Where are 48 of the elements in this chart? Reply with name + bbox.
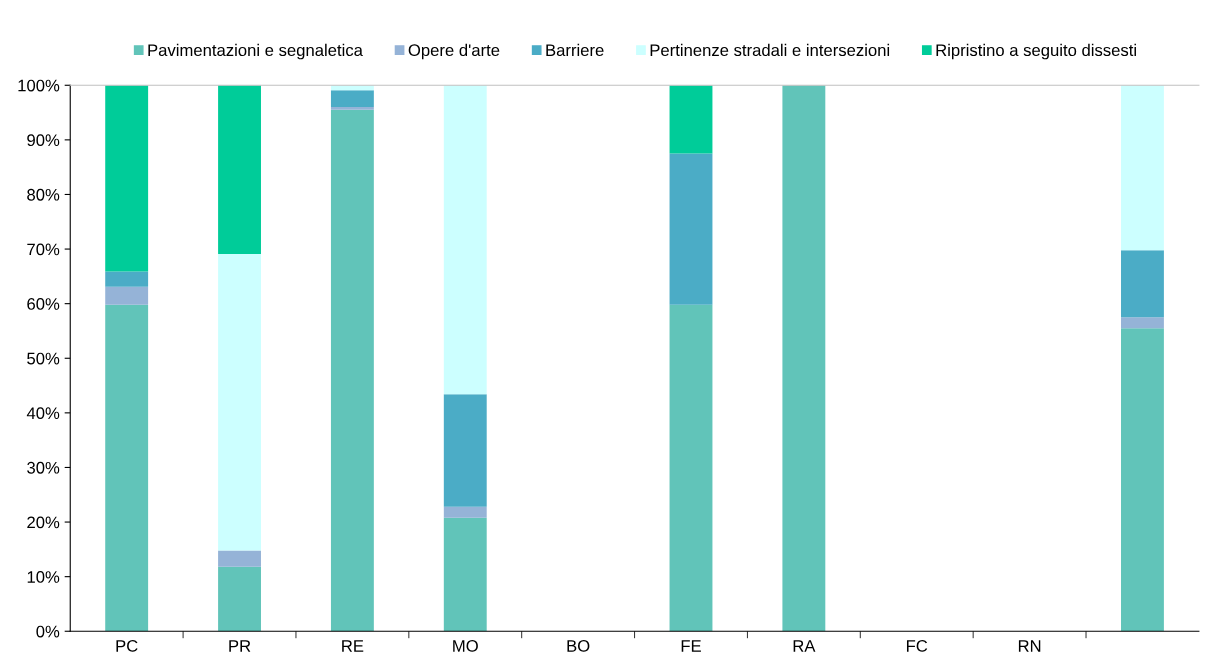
bar <box>1121 328 1164 632</box>
legend-label: Pavimentazioni e segnaletica <box>148 43 363 60</box>
bar <box>443 506 487 518</box>
legend-label: Barriere <box>546 43 604 57</box>
x-tick-label: RA <box>793 640 816 652</box>
x-tick-label: RN <box>1018 640 1041 652</box>
x-tick-label: BO <box>567 640 590 652</box>
legend-label: Ripristino a seguito dissesti <box>936 43 1136 60</box>
bar <box>330 107 374 110</box>
bar <box>669 304 713 632</box>
bar <box>105 85 149 272</box>
y-tick-label: 10% <box>27 571 60 583</box>
bar <box>218 566 261 632</box>
bar <box>443 517 487 632</box>
bar <box>1121 317 1164 329</box>
x-tick-label: MO <box>453 640 478 652</box>
x-tick-label: PR <box>229 640 251 652</box>
bar <box>1121 250 1164 318</box>
x-tick-label: PC <box>116 640 138 652</box>
bar <box>105 304 149 632</box>
bar <box>669 153 713 305</box>
x-tick-label: FC <box>906 640 928 652</box>
y-tick-label: 80% <box>27 188 60 201</box>
bar <box>105 286 149 305</box>
bar <box>443 394 487 507</box>
bar <box>218 85 261 254</box>
y-tick-label: 60% <box>27 298 60 310</box>
legend-label: Opere d'arte <box>408 43 500 60</box>
bar <box>782 85 826 632</box>
bar <box>669 85 713 154</box>
bar <box>105 271 149 287</box>
y-tick-label: 100% <box>18 79 60 92</box>
legend-label: Pertinenze stradali e intersezioni <box>650 43 890 57</box>
y-tick-label: 50% <box>27 352 60 365</box>
bar <box>218 550 261 567</box>
y-tick-label: 40% <box>26 407 60 420</box>
y-tick-label: 70% <box>27 243 60 256</box>
y-tick-label: 90% <box>27 134 60 147</box>
bar <box>218 253 261 551</box>
bar <box>330 90 374 108</box>
x-tick-label: RE <box>342 640 364 652</box>
x-tick-label: FE <box>681 640 701 652</box>
y-tick-label: 20% <box>27 516 60 529</box>
bar <box>443 85 487 395</box>
bar <box>330 109 374 632</box>
y-tick-label: 0% <box>36 625 60 638</box>
y-tick-label: 30% <box>27 461 60 474</box>
bar <box>1121 85 1164 251</box>
